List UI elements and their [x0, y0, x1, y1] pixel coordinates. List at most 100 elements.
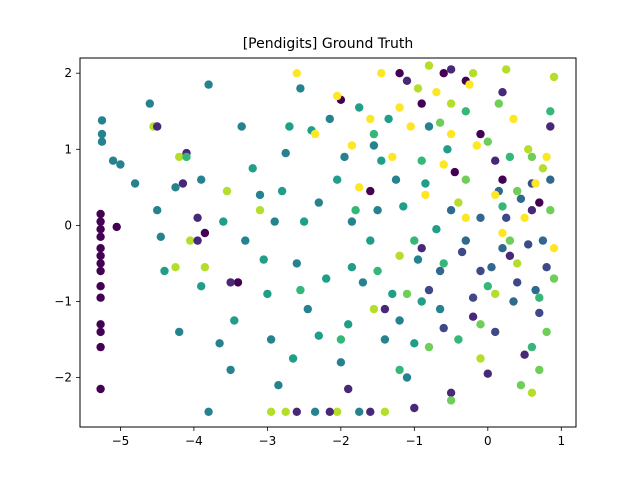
data-point — [450, 167, 459, 177]
data-point — [546, 107, 555, 116]
data-point — [288, 354, 298, 363]
data-point — [402, 289, 412, 299]
data-point — [333, 91, 342, 101]
data-point — [380, 304, 390, 314]
data-point — [546, 206, 555, 215]
x-tick-label: −5 — [112, 434, 130, 448]
data-point — [96, 217, 105, 226]
data-point — [498, 202, 507, 211]
data-point — [197, 175, 206, 184]
data-point — [97, 116, 107, 125]
x-tick-label: −1 — [405, 434, 423, 448]
data-point — [233, 278, 243, 287]
data-point — [531, 179, 540, 188]
data-point — [366, 236, 375, 245]
x-tick-label: 0 — [484, 434, 492, 448]
data-point — [226, 365, 235, 375]
data-point — [130, 179, 140, 188]
data-point — [340, 152, 349, 162]
data-point — [395, 365, 404, 375]
data-point — [505, 251, 515, 260]
data-point — [535, 365, 544, 375]
data-point — [443, 145, 452, 154]
data-point — [439, 323, 448, 333]
data-point — [175, 327, 184, 337]
data-point — [333, 407, 342, 416]
data-point — [322, 274, 331, 283]
data-point — [476, 129, 485, 139]
data-point — [380, 335, 390, 344]
data-point — [255, 190, 265, 200]
data-point — [395, 251, 404, 260]
data-point — [292, 407, 301, 416]
data-point — [96, 251, 105, 260]
data-point — [182, 152, 191, 162]
data-point — [498, 88, 507, 97]
chart-title: [Pendigits] Ground Truth — [243, 36, 414, 52]
data-point — [96, 225, 105, 234]
data-point — [395, 69, 404, 78]
data-point — [535, 308, 544, 318]
data-point — [325, 407, 334, 416]
data-point — [483, 369, 492, 378]
data-point — [527, 388, 537, 397]
data-point — [96, 244, 105, 253]
data-point — [527, 342, 537, 352]
data-point — [310, 129, 320, 139]
data-point — [531, 285, 540, 295]
data-point — [388, 152, 397, 162]
data-point — [281, 148, 290, 158]
data-point — [369, 129, 379, 139]
data-point — [96, 232, 105, 241]
data-point — [402, 373, 412, 382]
data-point — [399, 202, 408, 211]
data-point — [347, 141, 357, 150]
data-point — [513, 259, 522, 268]
data-point — [197, 282, 206, 291]
data-point — [413, 255, 423, 264]
data-point — [171, 263, 180, 272]
data-point — [366, 114, 375, 124]
data-point — [498, 228, 507, 238]
data-point — [395, 103, 404, 112]
data-point — [226, 278, 235, 287]
data-point — [417, 244, 426, 253]
data-point — [509, 114, 518, 124]
data-point — [498, 175, 507, 184]
data-point — [366, 186, 375, 196]
data-point — [153, 206, 162, 215]
data-point — [274, 381, 283, 390]
data-point — [355, 103, 364, 112]
data-point — [513, 186, 522, 196]
data-point — [325, 114, 334, 124]
data-point — [439, 259, 448, 268]
data-point — [96, 293, 105, 302]
data-point — [222, 186, 232, 196]
data-point — [241, 236, 250, 245]
data-point — [542, 327, 551, 337]
data-point — [373, 206, 382, 215]
data-point — [314, 198, 323, 207]
data-point — [546, 122, 555, 131]
data-point — [461, 236, 470, 245]
data-point — [292, 259, 301, 268]
data-point — [417, 99, 426, 108]
data-point — [156, 232, 165, 241]
data-point — [263, 289, 272, 299]
data-point — [491, 156, 500, 165]
data-point — [369, 304, 379, 314]
data-point — [377, 69, 386, 78]
data-point — [516, 381, 526, 390]
data-point — [505, 236, 515, 245]
data-point — [432, 225, 441, 234]
data-point — [513, 278, 522, 287]
data-point — [520, 350, 529, 359]
data-point — [446, 396, 456, 405]
data-point — [502, 65, 511, 74]
data-point — [266, 335, 276, 344]
y-axis: −2 −1 0 1 2 — [54, 66, 80, 385]
data-point — [439, 69, 448, 78]
data-point — [369, 141, 379, 150]
